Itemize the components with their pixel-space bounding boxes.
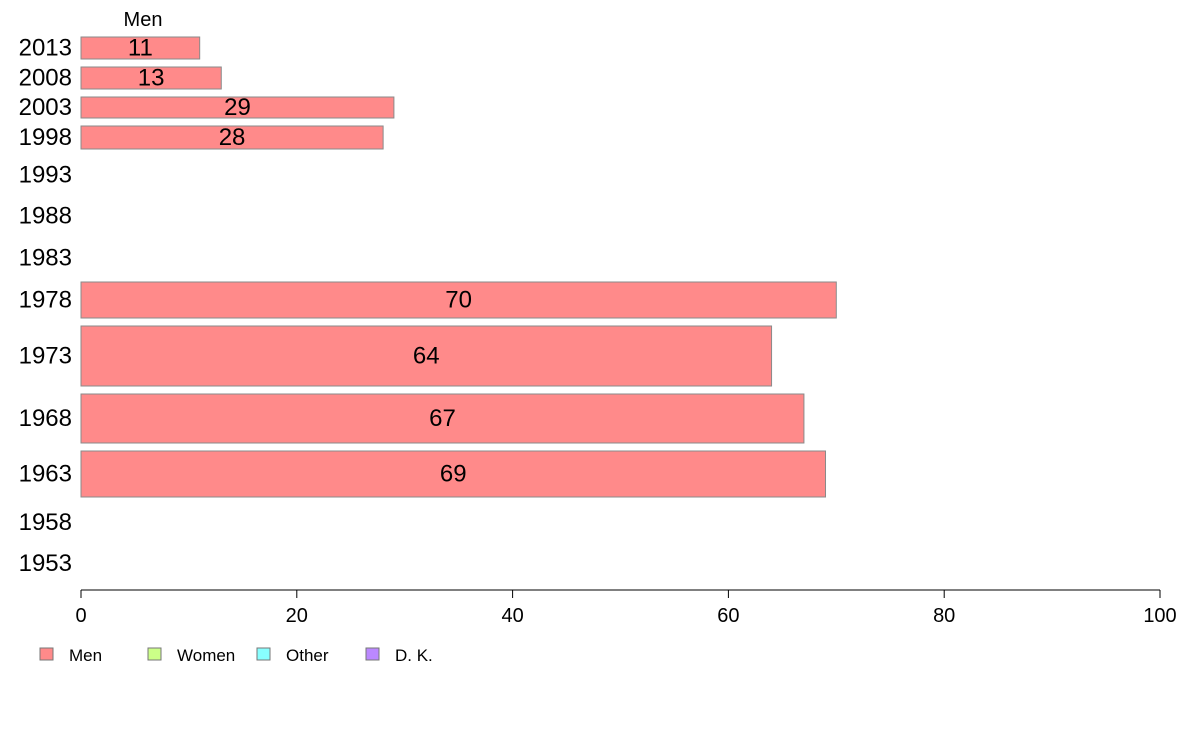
x-tick-label: 0	[75, 605, 86, 627]
bar-value-label: 69	[440, 461, 467, 488]
category-label: 1998	[19, 124, 72, 151]
bar-value-label: 13	[138, 65, 165, 92]
bar-2013	[80, 36, 201, 60]
legend-swatch	[39, 647, 54, 661]
legend-label: D. K.	[395, 646, 433, 665]
category-label: 1973	[19, 343, 72, 370]
x-tick-label: 100	[1143, 605, 1176, 627]
bar-value-label: 70	[445, 287, 472, 314]
category-label: 1983	[19, 245, 72, 272]
bar-2008	[80, 66, 222, 90]
bar-1968	[80, 393, 805, 444]
x-tick-label: 80	[933, 605, 955, 627]
x-tick-label: 40	[501, 605, 523, 627]
bar-value-label: 64	[413, 343, 440, 370]
category-label: 1968	[19, 405, 72, 432]
bar-1998	[80, 125, 384, 150]
category-label: 1988	[19, 203, 72, 230]
bar-value-label: 67	[429, 405, 456, 432]
category-label: 1963	[19, 461, 72, 488]
bar-1963	[80, 450, 827, 498]
bar-value-label: 29	[224, 94, 251, 121]
category-label: 2013	[19, 35, 72, 62]
category-label: 1958	[19, 509, 72, 536]
legend-label: Women	[177, 646, 235, 665]
legend-label: Other	[286, 646, 329, 665]
category-label: 2003	[19, 94, 72, 121]
bar-1973	[80, 325, 773, 387]
bar-value-label: 11	[128, 35, 153, 62]
legend-swatch	[147, 647, 162, 661]
bar-value-label: 28	[219, 124, 246, 151]
bar-2003	[80, 96, 395, 119]
x-tick-label: 60	[717, 605, 739, 627]
x-tick-label: 20	[286, 605, 308, 627]
legend-swatch	[256, 647, 271, 661]
series-header-label: Men	[124, 9, 163, 31]
legend-swatch	[365, 647, 380, 661]
category-label: 1993	[19, 162, 72, 189]
category-label: 1978	[19, 287, 72, 314]
category-label: 1953	[19, 550, 72, 577]
category-label: 2008	[19, 65, 72, 92]
bar-1978	[80, 281, 837, 319]
legend-label: Men	[69, 646, 102, 665]
